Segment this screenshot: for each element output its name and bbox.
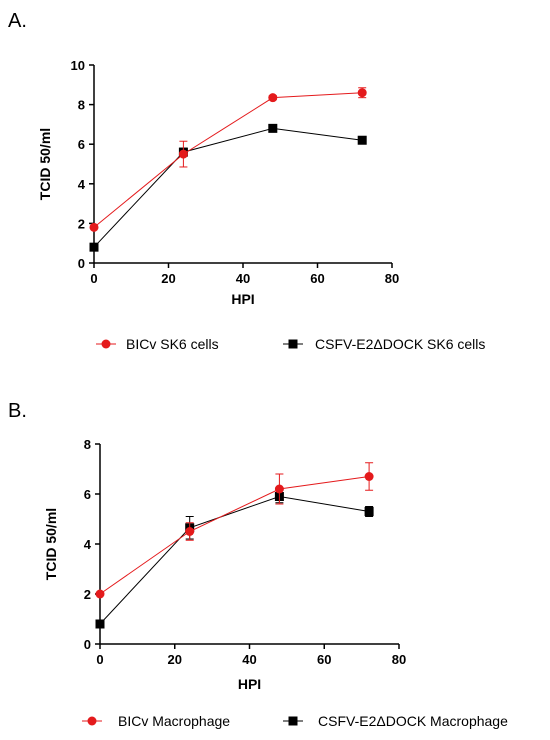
- legend-marker: [288, 716, 298, 726]
- x-tick-label: 80: [385, 271, 399, 286]
- chart-a: 0 20 40 60 80 0 2 4 6 8 10 HPI TCID 50/ml BICv SK6 ce…: [37, 58, 485, 352]
- data-point: [274, 484, 284, 494]
- data-point: [364, 507, 374, 516]
- y-axis-title: TCID 50/ml: [43, 508, 59, 580]
- y-tick-label: 4: [84, 537, 92, 552]
- legend-label: CSFV-E2ΔDOCK SK6 cells: [315, 336, 485, 352]
- y-tick-label: 2: [78, 216, 85, 231]
- x-tick-label: 20: [168, 652, 182, 667]
- y-tick-label: 0: [78, 256, 85, 271]
- x-tick-label: 80: [392, 652, 406, 667]
- data-point: [95, 589, 105, 599]
- data-point: [268, 93, 278, 103]
- data-point: [185, 527, 195, 536]
- legend-label: BICv SK6 cells: [126, 336, 219, 352]
- y-tick-label: 2: [84, 587, 91, 602]
- x-tick-label: 20: [161, 271, 175, 286]
- series-line: [99, 476, 370, 595]
- y-axis-title: TCID 50/ml: [37, 128, 53, 200]
- data-point: [357, 88, 367, 98]
- y-tick-label: 0: [84, 637, 91, 652]
- x-tick-label: 0: [96, 652, 103, 667]
- legend-marker: [87, 716, 97, 726]
- data-point: [268, 123, 278, 133]
- x-tick-label: 60: [317, 652, 331, 667]
- series-line: [99, 495, 370, 625]
- y-tick-label: 6: [84, 487, 91, 502]
- y-tick-label: 6: [78, 137, 85, 152]
- legend-marker: [101, 339, 111, 349]
- x-axis-title: HPI: [238, 676, 261, 692]
- data-point: [95, 619, 105, 629]
- data-point: [89, 242, 99, 252]
- legend-label: BICv Macrophage: [118, 713, 230, 729]
- panel-label-b: B.: [8, 400, 27, 422]
- x-tick-label: 0: [90, 271, 97, 286]
- data-point: [357, 135, 367, 145]
- data-point: [178, 149, 188, 159]
- legend-label: CSFV-E2ΔDOCK Macrophage: [318, 713, 508, 729]
- x-tick-label: 60: [310, 271, 324, 286]
- x-tick-label: 40: [236, 271, 250, 286]
- y-tick-label: 8: [78, 98, 85, 113]
- panel-label-a: A.: [8, 10, 27, 32]
- data-point: [364, 472, 374, 481]
- y-tick-label: 10: [71, 58, 85, 73]
- y-tick-label: 8: [84, 437, 91, 452]
- x-axis-title: HPI: [231, 291, 254, 307]
- legend-marker: [288, 339, 298, 349]
- series-line: [93, 92, 363, 228]
- series-line: [93, 127, 363, 248]
- y-tick-label: 4: [78, 177, 86, 192]
- data-point: [89, 222, 99, 232]
- x-tick-label: 40: [242, 652, 256, 667]
